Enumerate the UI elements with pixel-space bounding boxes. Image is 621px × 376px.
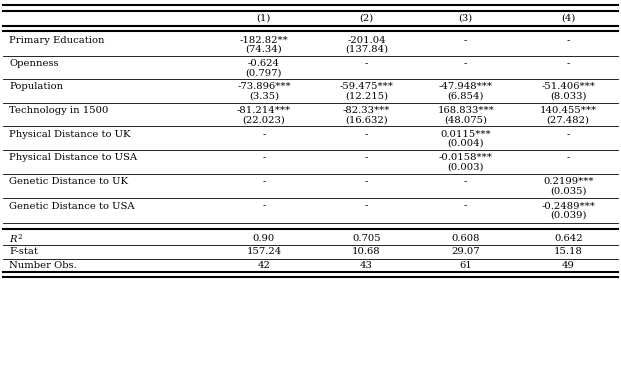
- Text: -: -: [464, 177, 468, 186]
- Text: (12.215): (12.215): [345, 91, 388, 100]
- Text: 0.642: 0.642: [554, 234, 582, 243]
- Text: 0.608: 0.608: [451, 234, 480, 243]
- Text: (2): (2): [360, 14, 373, 23]
- Text: -: -: [464, 59, 468, 68]
- Text: -82.33***: -82.33***: [343, 106, 390, 115]
- Text: Number Obs.: Number Obs.: [9, 261, 77, 270]
- Text: -: -: [365, 177, 368, 186]
- Text: -: -: [566, 59, 570, 68]
- Text: $R^2$: $R^2$: [9, 232, 24, 245]
- Text: 10.68: 10.68: [352, 247, 381, 256]
- Text: (0.004): (0.004): [448, 139, 484, 148]
- Text: -: -: [566, 153, 570, 162]
- Text: -: -: [365, 59, 368, 68]
- Text: -73.896***: -73.896***: [237, 82, 291, 91]
- Text: 15.18: 15.18: [554, 247, 582, 256]
- Text: (16.632): (16.632): [345, 115, 388, 124]
- Text: 42: 42: [258, 261, 270, 270]
- Text: (0.797): (0.797): [246, 68, 282, 77]
- Text: -0.0158***: -0.0158***: [439, 153, 492, 162]
- Text: F-stat: F-stat: [9, 247, 38, 256]
- Text: -: -: [262, 153, 266, 162]
- Text: 0.0115***: 0.0115***: [440, 130, 491, 139]
- Text: (8.033): (8.033): [550, 91, 586, 100]
- Text: -47.948***: -47.948***: [439, 82, 492, 91]
- Text: 0.705: 0.705: [352, 234, 381, 243]
- Text: Technology in 1500: Technology in 1500: [9, 106, 109, 115]
- Text: -201.04: -201.04: [347, 36, 386, 45]
- Text: -: -: [365, 130, 368, 139]
- Text: Genetic Distance to UK: Genetic Distance to UK: [9, 177, 129, 186]
- Text: 29.07: 29.07: [451, 247, 480, 256]
- Text: (1): (1): [256, 14, 271, 23]
- Text: -81.214***: -81.214***: [237, 106, 291, 115]
- Text: 61: 61: [460, 261, 472, 270]
- Text: -182.82**: -182.82**: [240, 36, 288, 45]
- Text: (0.035): (0.035): [550, 186, 586, 196]
- Text: (3.35): (3.35): [249, 91, 279, 100]
- Text: 168.833***: 168.833***: [437, 106, 494, 115]
- Text: Openness: Openness: [9, 59, 59, 68]
- Text: -: -: [464, 202, 468, 211]
- Text: -0.2489***: -0.2489***: [542, 202, 595, 211]
- Text: (3): (3): [459, 14, 473, 23]
- Text: 49: 49: [562, 261, 574, 270]
- Text: (48.075): (48.075): [444, 115, 487, 124]
- Text: (27.482): (27.482): [546, 115, 590, 124]
- Text: 157.24: 157.24: [247, 247, 281, 256]
- Text: Physical Distance to USA: Physical Distance to USA: [9, 153, 137, 162]
- Text: Primary Education: Primary Education: [9, 36, 105, 45]
- Text: -: -: [566, 36, 570, 45]
- Text: -51.406***: -51.406***: [542, 82, 595, 91]
- Text: Genetic Distance to USA: Genetic Distance to USA: [9, 202, 135, 211]
- Text: 0.2199***: 0.2199***: [543, 177, 594, 186]
- Text: (137.84): (137.84): [345, 45, 388, 54]
- Text: Population: Population: [9, 82, 63, 91]
- Text: -0.624: -0.624: [248, 59, 280, 68]
- Text: -: -: [262, 130, 266, 139]
- Text: Physical Distance to UK: Physical Distance to UK: [9, 130, 131, 139]
- Text: -: -: [365, 202, 368, 211]
- Text: -: -: [365, 153, 368, 162]
- Text: 140.455***: 140.455***: [540, 106, 597, 115]
- Text: 0.90: 0.90: [253, 234, 275, 243]
- Text: -: -: [262, 177, 266, 186]
- Text: (0.003): (0.003): [448, 162, 484, 171]
- Text: 43: 43: [360, 261, 373, 270]
- Text: -: -: [566, 130, 570, 139]
- Text: -: -: [464, 36, 468, 45]
- Text: -: -: [262, 202, 266, 211]
- Text: (4): (4): [561, 14, 576, 23]
- Text: (74.34): (74.34): [245, 45, 283, 54]
- Text: (6.854): (6.854): [448, 91, 484, 100]
- Text: (0.039): (0.039): [550, 211, 586, 220]
- Text: (22.023): (22.023): [242, 115, 286, 124]
- Text: -59.475***: -59.475***: [340, 82, 393, 91]
